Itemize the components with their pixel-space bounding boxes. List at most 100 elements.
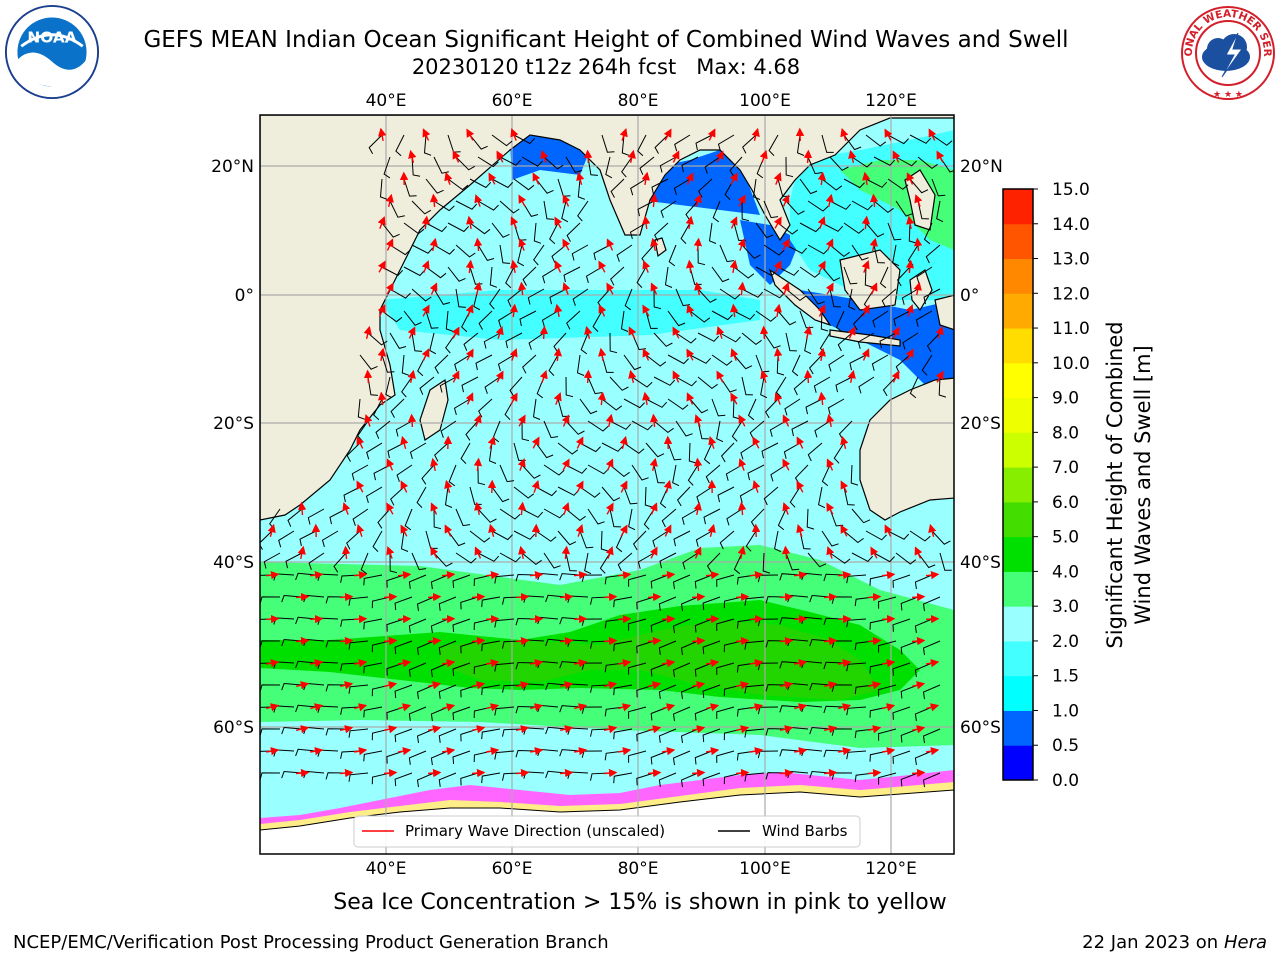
wind-barb xyxy=(887,222,902,241)
colorbar-tick-label: 9.0 xyxy=(1052,389,1079,409)
wind-barb xyxy=(444,486,453,508)
wind-barb xyxy=(821,134,834,153)
wind-barb xyxy=(779,705,801,713)
wind-barb xyxy=(521,552,542,566)
wind-barb xyxy=(650,750,669,765)
wind-barb xyxy=(922,640,941,656)
wind-barb xyxy=(579,442,601,453)
wind-barb xyxy=(742,134,757,154)
wave-direction-arrow xyxy=(515,768,530,778)
wind-barb xyxy=(784,398,801,416)
wind-barb xyxy=(791,354,801,377)
wave-direction-arrow xyxy=(385,238,394,251)
wind-barb xyxy=(505,332,523,349)
wind-barb xyxy=(499,244,510,264)
wave-direction-arrow xyxy=(869,237,878,252)
wind-barb xyxy=(673,178,691,196)
colorbar-swatch xyxy=(1003,362,1033,399)
wind-barb xyxy=(922,772,941,788)
wave-direction-arrow xyxy=(619,435,628,449)
wind-barb xyxy=(675,376,697,387)
wave-direction-arrow xyxy=(779,636,794,646)
wind-barb xyxy=(650,574,669,589)
wave-direction-arrow xyxy=(648,681,662,690)
wind-barb xyxy=(731,420,743,442)
colorbar-tick-label: 14.0 xyxy=(1052,215,1090,235)
wind-barb xyxy=(814,420,831,438)
colorbar-tick-label: 1.0 xyxy=(1052,701,1079,721)
wave-direction-arrow xyxy=(473,414,482,427)
wave-direction-arrow xyxy=(837,747,852,756)
wave-direction-arrow xyxy=(427,636,442,646)
wind-barb xyxy=(438,728,457,743)
wind-barb xyxy=(521,508,544,518)
top-lon-labels: 40°E 60°E 80°E 100°E 120°E xyxy=(366,91,917,111)
wave-direction-arrow xyxy=(427,768,442,778)
wave-direction-arrow xyxy=(641,215,651,230)
wave-direction-arrow xyxy=(265,570,280,580)
wind-barb xyxy=(695,530,713,547)
wind-barb xyxy=(848,288,856,311)
wave-direction-arrow xyxy=(429,193,439,208)
wind-barb xyxy=(416,596,435,612)
wave-direction-arrow xyxy=(518,545,527,560)
right-lat-label-40s: 40°S xyxy=(960,553,1001,573)
wind-barb xyxy=(455,156,476,171)
wind-barb xyxy=(389,200,405,218)
wind-barb xyxy=(820,310,829,332)
wave-direction-arrow xyxy=(781,282,790,295)
wind-barb xyxy=(281,682,303,691)
wind-barb xyxy=(755,222,774,239)
wind-barb xyxy=(914,750,933,765)
wind-barb xyxy=(566,310,581,330)
wave-direction-arrow xyxy=(353,747,368,756)
wind-barb xyxy=(777,266,800,276)
right-lat-label-20s: 20°S xyxy=(960,414,1001,434)
wind-barb xyxy=(559,749,581,757)
wind-barb xyxy=(835,310,845,333)
wind-barb xyxy=(923,222,933,245)
wind-barb xyxy=(513,178,535,191)
wind-barb xyxy=(796,134,805,156)
wind-barb xyxy=(408,574,427,589)
wave-direction-arrow xyxy=(295,768,310,778)
wind-barb xyxy=(628,574,647,587)
wind-barb xyxy=(452,706,471,721)
wind-barb xyxy=(769,420,787,437)
wind-barb xyxy=(308,552,325,570)
wave-direction-arrow xyxy=(649,502,658,515)
wind-barb xyxy=(879,332,897,349)
wave-direction-arrow xyxy=(485,614,500,624)
wind-barb xyxy=(878,772,897,785)
wave-direction-arrow xyxy=(604,681,618,690)
wave-direction-arrow xyxy=(400,524,409,537)
bottom-lon-label-120: 120°E xyxy=(865,859,917,879)
wind-barb xyxy=(892,618,911,632)
wind-barb xyxy=(892,574,911,588)
wind-barb xyxy=(425,266,447,279)
wind-barb xyxy=(667,398,689,410)
wave-direction-arrow xyxy=(444,479,453,493)
left-lat-label-40s: 40°S xyxy=(213,553,254,573)
wave-direction-arrow xyxy=(441,570,456,580)
wind-barb xyxy=(260,662,273,664)
wind-barb xyxy=(637,200,655,217)
colorbar-tick-label: 2.0 xyxy=(1052,632,1079,652)
wind-barb xyxy=(711,266,730,283)
wind-barb xyxy=(285,552,303,569)
wind-barb xyxy=(658,728,677,743)
wind-barb xyxy=(828,354,845,372)
wind-barb xyxy=(628,618,647,631)
wind-barb xyxy=(386,618,405,632)
wind-barb xyxy=(689,310,711,323)
wind-barb xyxy=(478,310,493,330)
wave-direction-arrow xyxy=(441,659,456,668)
wave-direction-arrow xyxy=(752,479,761,493)
wind-barb xyxy=(636,684,655,698)
wave-direction-arrow xyxy=(729,303,739,318)
right-lat-labels: 20°N 0° 20°S 40°S 60°S xyxy=(960,157,1003,738)
wind-barb xyxy=(702,684,721,699)
wind-barb xyxy=(329,508,347,525)
wind-barb xyxy=(869,662,889,674)
wind-barb xyxy=(590,684,611,693)
